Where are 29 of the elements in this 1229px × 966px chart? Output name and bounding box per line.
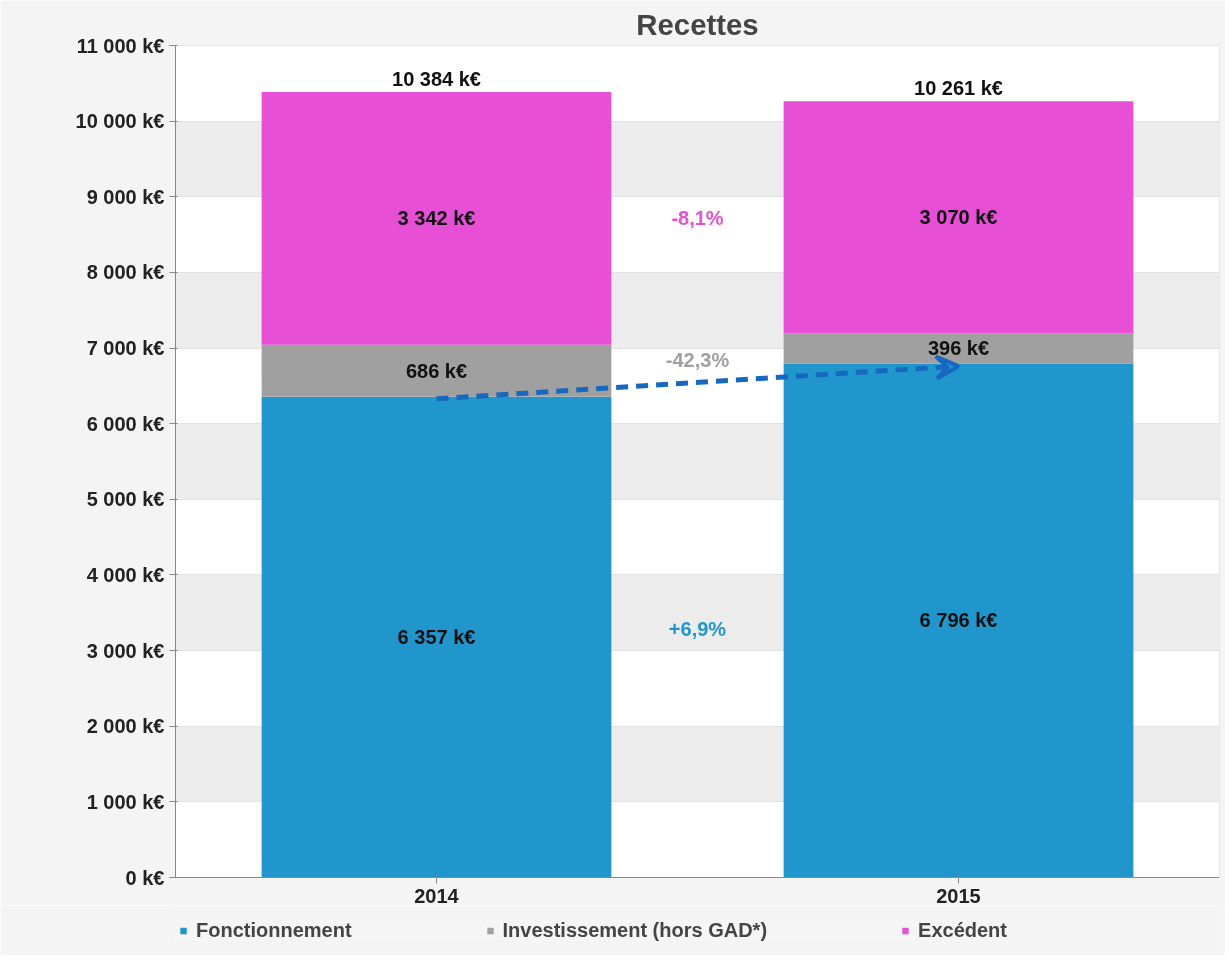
data-label: 686 k€ xyxy=(405,359,468,382)
y-tick-label: 2 000 k€ xyxy=(86,715,165,738)
y-tick-label: 6 000 k€ xyxy=(86,412,165,435)
data-label: 6 796 k€ xyxy=(919,609,998,632)
data-label: 396 k€ xyxy=(927,337,990,360)
y-tick-label: 3 000 k€ xyxy=(86,639,165,662)
legend-label: Excédent xyxy=(918,918,1007,942)
y-tick-label: 4 000 k€ xyxy=(86,563,165,586)
data-label: 3 070 k€ xyxy=(919,206,998,229)
y-tick-label: 5 000 k€ xyxy=(86,488,165,511)
y-tick-label: 10 000 k€ xyxy=(75,110,165,133)
x-tick-label: 2015 xyxy=(936,884,981,907)
x-tick-label: 2014 xyxy=(414,884,460,907)
annotation: +6,9% xyxy=(668,617,727,640)
y-tick-label: 11 000 k€ xyxy=(76,34,165,57)
y-tick-label: 8 000 k€ xyxy=(86,261,165,284)
legend-label: Investissement (hors GAD*) xyxy=(502,918,768,942)
y-tick-label: 1 000 k€ xyxy=(86,790,165,813)
total-label: 10 261 k€ xyxy=(914,77,1003,100)
y-tick-label: 9 000 k€ xyxy=(86,185,165,208)
annotation: -42,3% xyxy=(665,348,730,371)
data-label: 3 342 k€ xyxy=(397,207,476,230)
chart-title: Recettes xyxy=(636,7,759,41)
legend-label: Fonctionnement xyxy=(196,918,352,942)
annotation: -8,1% xyxy=(671,206,724,229)
data-label: 6 357 k€ xyxy=(397,626,476,649)
total-label: 10 384 k€ xyxy=(392,68,481,91)
y-tick-label: 7 000 k€ xyxy=(86,337,165,360)
y-tick-label: 0 k€ xyxy=(125,866,165,889)
